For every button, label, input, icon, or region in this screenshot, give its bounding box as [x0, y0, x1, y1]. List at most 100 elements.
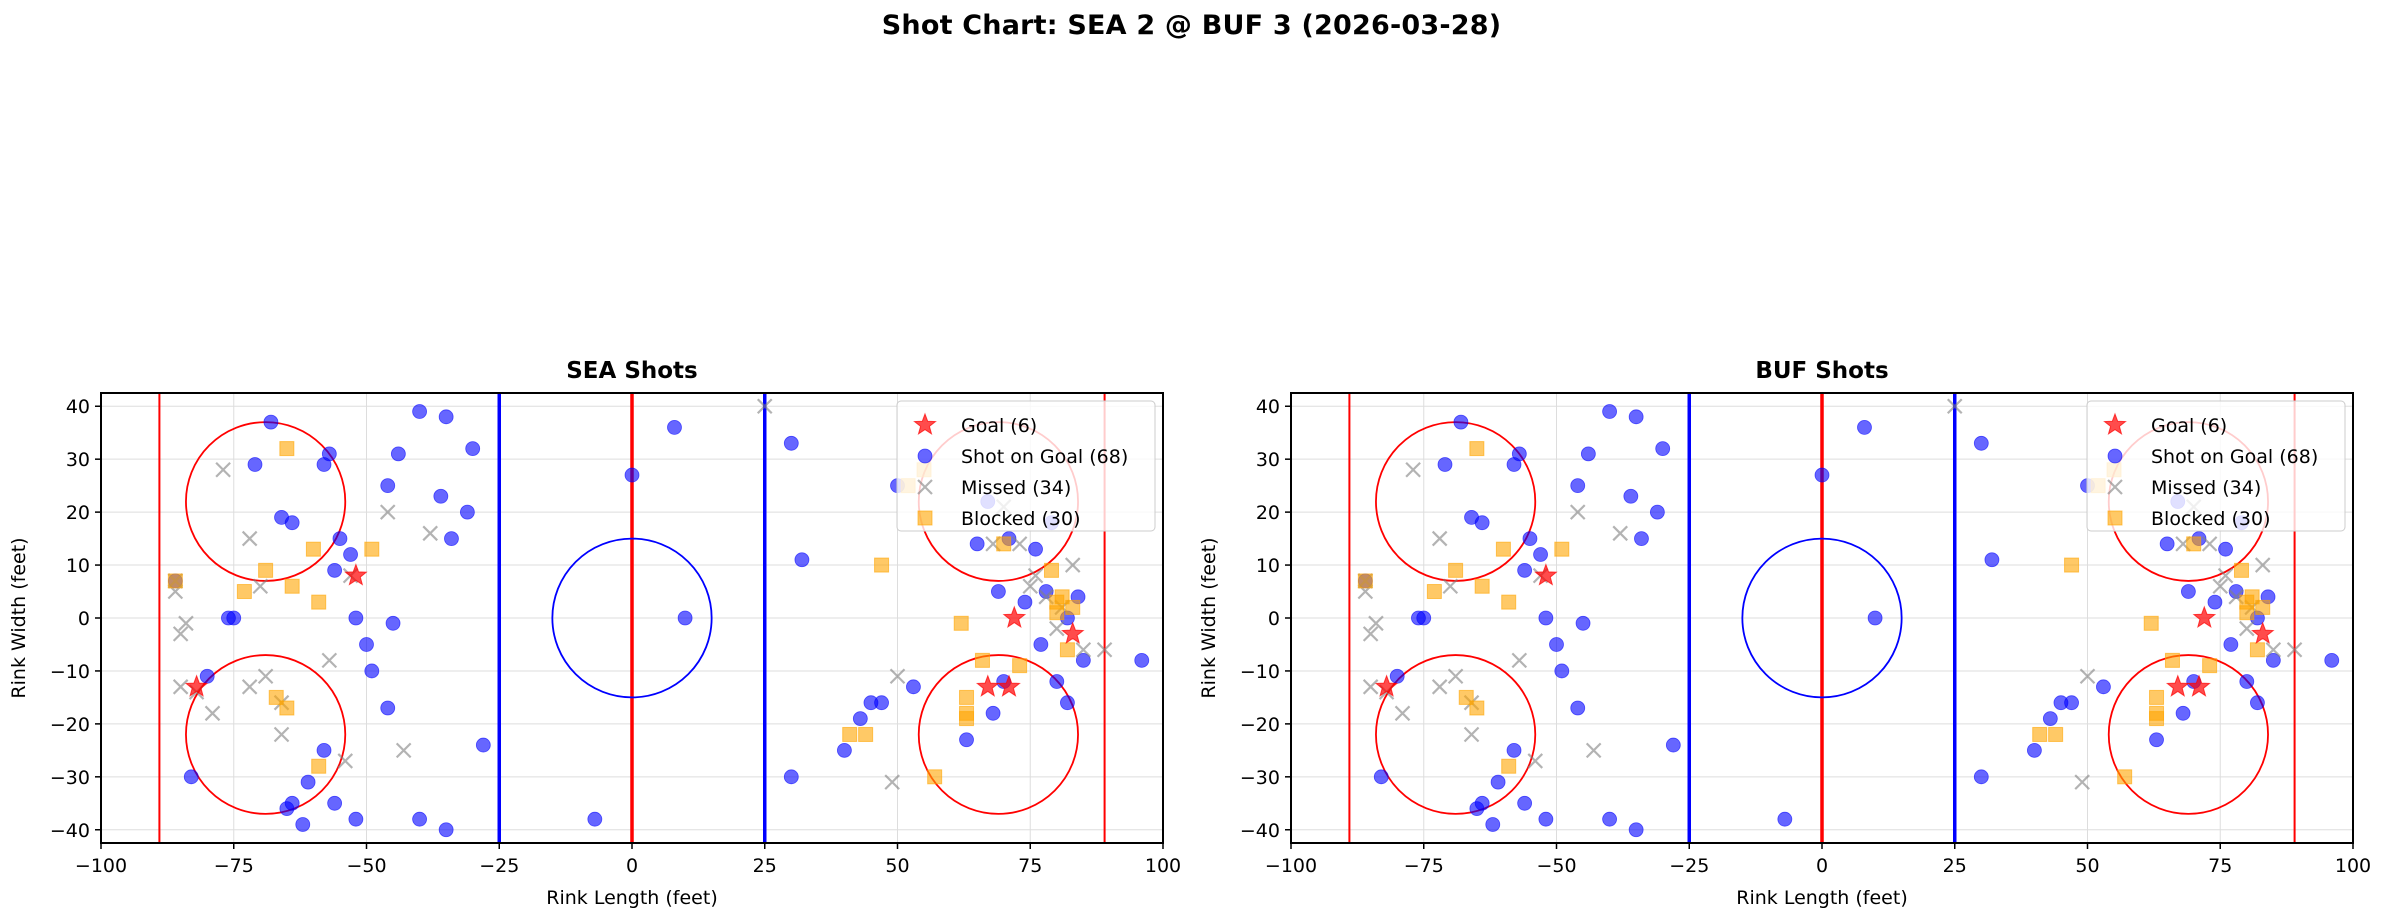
legend-label: Goal (6) [961, 415, 1037, 437]
data-point-x [1394, 705, 1411, 722]
y-tick-label: −40 [50, 820, 90, 842]
data-point-x [1096, 641, 1113, 658]
data-point-circle [874, 695, 889, 711]
faceoff-circle [185, 654, 347, 815]
data-point-square [1501, 594, 1517, 610]
data-point-circle [1549, 637, 1564, 652]
data-point-circle [2239, 674, 2255, 689]
y-tick-label: 10 [1256, 555, 1280, 577]
data-point-circle [1857, 420, 1872, 435]
x-tick-label: 0 [626, 855, 638, 877]
data-point-square [858, 726, 874, 742]
data-point-circle [1580, 446, 1596, 462]
data-point-circle [667, 420, 682, 435]
y-tick-label: 10 [66, 555, 90, 577]
rink-markings [158, 393, 1106, 843]
data-point-circle [1517, 562, 1533, 578]
axis-ticks: −100 −75 −50 −25 0 25 50 75 100−40−30−20−1001020… [50, 396, 1181, 877]
data-point-circle [1973, 769, 1989, 785]
x-tick-label: 100 [1145, 855, 1181, 877]
data-point-circle [2265, 652, 2281, 668]
data-point-circle [1538, 610, 1554, 626]
legend-marker-star [913, 412, 937, 436]
data-point-square [2233, 562, 2249, 578]
x-tick-label: 75 [1018, 855, 1042, 877]
y-tick-label: −30 [1240, 767, 1280, 789]
data-point-circle [359, 637, 374, 652]
data-point-square [1501, 758, 1517, 774]
data-point-circle [1973, 435, 1989, 451]
x-tick-label: −25 [1669, 855, 1709, 877]
data-point-square [279, 441, 295, 457]
data-point-x [2254, 557, 2271, 573]
data-point-circle [2223, 637, 2239, 652]
data-point-x [884, 774, 900, 790]
data-point-square [2186, 536, 2202, 552]
data-point-square [305, 541, 321, 557]
data-point-circle [1602, 404, 1618, 419]
data-point-circle [465, 441, 481, 456]
legend: Goal (6) Shot on Goal (68) Missed (34) Bloc… [896, 400, 1156, 532]
data-point-circle [2042, 711, 2058, 726]
y-tick-label: −40 [1240, 820, 1280, 842]
center-faceoff-circle [551, 537, 713, 699]
data-point-circle [2064, 695, 2079, 711]
data-point-circle [385, 615, 401, 631]
data-point-circle [1485, 817, 1501, 832]
data-point-square [874, 557, 890, 573]
data-point-square [1469, 441, 1485, 457]
data-point-circle [199, 668, 215, 684]
data-point-star [1374, 674, 1399, 697]
data-point-circle [2175, 705, 2191, 721]
data-point-circle [906, 679, 921, 695]
data-point-circle [1474, 795, 1490, 811]
data-point-circle [1134, 652, 1150, 668]
x-tick-label: −100 [1265, 855, 1317, 877]
data-point-star [184, 674, 209, 697]
legend-box [2086, 400, 2346, 532]
data-point-x [178, 615, 194, 632]
data-point-circle [284, 795, 300, 811]
data-point-x [337, 753, 354, 769]
data-point-x [1511, 652, 1528, 669]
data-point-x [321, 652, 338, 669]
legend-label: Missed (34) [961, 477, 1071, 499]
data-point-x [1447, 668, 1464, 685]
data-point-circle [327, 795, 343, 811]
data-point-x [172, 679, 189, 695]
data-point-circle [837, 742, 852, 758]
data-point-x [1442, 578, 1459, 595]
legend-marker-x [917, 479, 933, 495]
data-point-star [1002, 605, 1027, 629]
data-point-x [2212, 578, 2229, 595]
y-tick-label: −10 [50, 661, 90, 683]
data-point-star [997, 674, 1021, 697]
data-point-square [2249, 642, 2265, 658]
data-point-x [204, 705, 221, 722]
data-point-star [1060, 621, 1085, 644]
data-point-square [927, 769, 943, 785]
data-point-circle [1017, 594, 1033, 610]
data-point-circle [412, 811, 428, 827]
data-point-star [2192, 605, 2217, 629]
data-point-circle [1570, 700, 1586, 716]
data-point-circle [1474, 515, 1490, 531]
data-point-circle [1628, 409, 1644, 425]
faceoff-circle [1375, 421, 1537, 582]
y-tick-label: 40 [1256, 396, 1280, 418]
data-point-circle [2180, 584, 2196, 599]
data-point-circle [438, 409, 454, 425]
data-point-star [344, 563, 368, 586]
data-point-circle [1984, 552, 2000, 568]
y-tick-label: 30 [66, 449, 90, 471]
legend: Goal (6) Shot on Goal (68) Missed (34) Bloc… [2086, 400, 2346, 532]
data-point-circle [332, 531, 348, 546]
data-point-square [1065, 599, 1081, 615]
data-point-circle [183, 769, 199, 785]
data-point-square [1012, 658, 1028, 674]
x-tick-label: −50 [346, 855, 386, 877]
data-point-x [1049, 620, 1065, 637]
data-point-circle [1060, 695, 1075, 711]
data-point-square [959, 689, 975, 705]
legend-marker-square [917, 510, 933, 526]
